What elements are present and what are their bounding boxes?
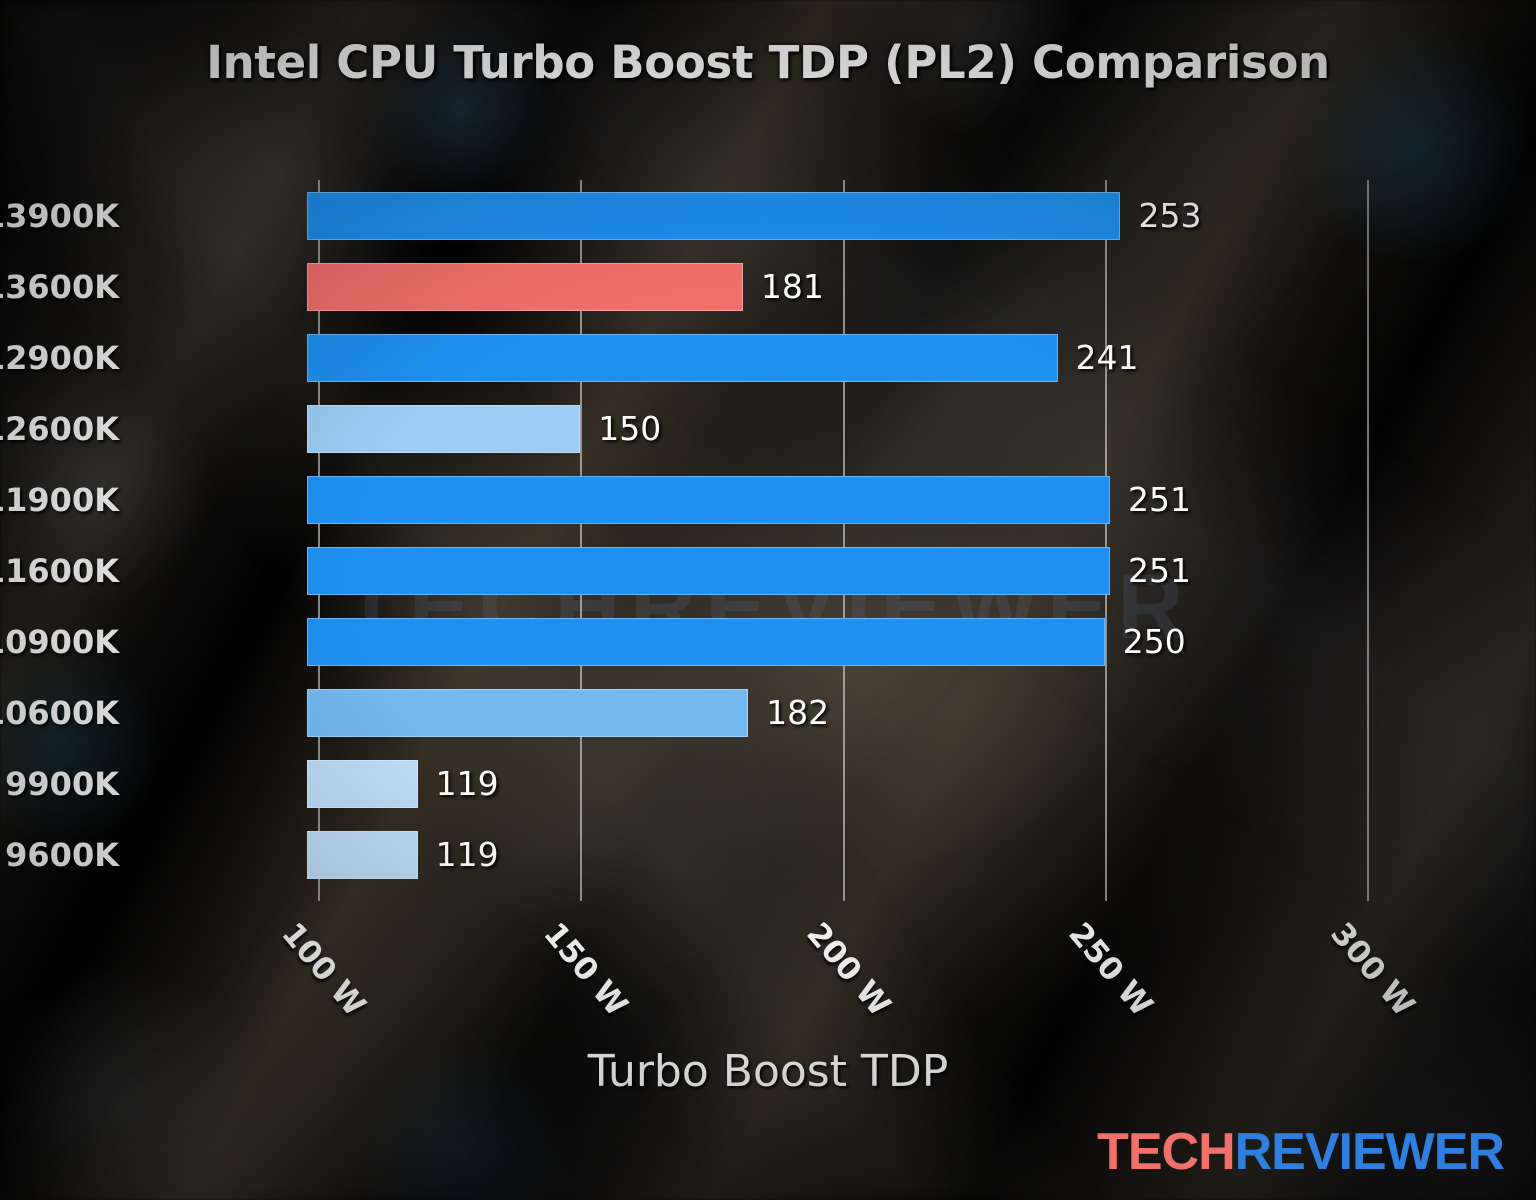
bar-value-12600K: 150 xyxy=(598,408,662,448)
category-label-10600K: 10600K xyxy=(0,693,119,732)
x-axis-title: Turbo Boost TDP xyxy=(587,1046,949,1097)
x-tick-mark-300 xyxy=(1367,890,1369,901)
brand-logo-tech: TECH xyxy=(1097,1123,1236,1181)
bar-row: 9900K 119 xyxy=(5,759,1367,830)
bar-value-11900K: 251 xyxy=(1127,479,1191,519)
category-label-9600K: 9600K xyxy=(5,835,119,874)
category-label-13900K: 13900K xyxy=(0,196,119,235)
bar-11900K[interactable] xyxy=(307,475,1110,524)
bar-13900K[interactable] xyxy=(307,191,1121,240)
bar-10900K[interactable] xyxy=(307,617,1105,666)
bar-value-13900K: 253 xyxy=(1138,195,1202,235)
bar-value-12900K: 241 xyxy=(1075,337,1139,377)
bar-value-10900K: 250 xyxy=(1122,621,1186,661)
category-label-13600K: 13600K xyxy=(0,267,119,306)
bar-13600K[interactable] xyxy=(307,262,743,311)
brand-logo: TECHREVIEWER xyxy=(1097,1122,1505,1182)
gridline-300 xyxy=(1367,180,1369,890)
bar-row: 11900K 251 xyxy=(0,475,1367,546)
bar-value-13600K: 181 xyxy=(760,266,824,306)
bar-row: 13600K 181 xyxy=(0,262,1367,333)
bar-value-10600K: 182 xyxy=(766,692,830,732)
bar-row: 9600K 119 xyxy=(5,830,1367,901)
bar-row: 13900K 253 xyxy=(0,191,1367,262)
bar-11600K[interactable] xyxy=(307,546,1110,595)
bar-9600K[interactable] xyxy=(307,830,418,879)
brand-logo-reviewer: REVIEWER xyxy=(1234,1123,1505,1181)
category-label-9900K: 9900K xyxy=(5,764,119,803)
bar-10600K[interactable] xyxy=(307,688,749,737)
bar-value-9600K: 119 xyxy=(435,834,499,874)
bar-value-9900K: 119 xyxy=(435,763,499,803)
bar-value-11600K: 251 xyxy=(1127,550,1191,590)
bar-9900K[interactable] xyxy=(307,759,418,808)
bar-12600K[interactable] xyxy=(307,404,581,453)
bar-12900K[interactable] xyxy=(307,333,1058,382)
category-label-11900K: 11900K xyxy=(0,480,119,519)
bar-row: 10600K 182 xyxy=(0,688,1367,759)
chart-title: Intel CPU Turbo Boost TDP (PL2) Comparis… xyxy=(206,36,1330,89)
